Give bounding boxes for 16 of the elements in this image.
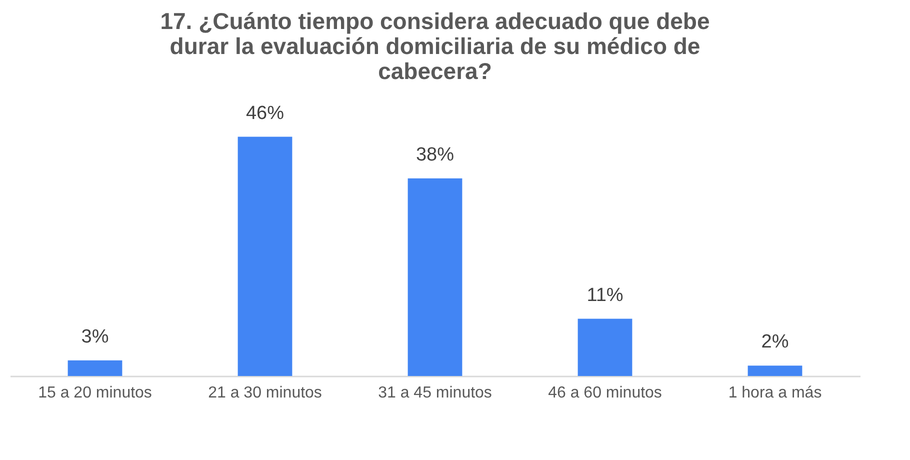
x-tick-label: 46 a 60 minutos <box>548 384 662 402</box>
bar <box>578 318 632 376</box>
x-tick-label: 31 a 45 minutos <box>378 384 492 402</box>
x-tick-label: 21 a 30 minutos <box>208 384 322 402</box>
bar <box>748 366 802 376</box>
x-tick-label: 1 hora a más <box>728 384 822 402</box>
data-label: 3% <box>81 326 109 348</box>
data-label: 2% <box>761 332 789 353</box>
chart-title: 17. ¿Cuánto tiempo considera adecuado que debe durar la evaluación domiciliaria de su médico de cabecera? <box>160 8 710 84</box>
data-label: 38% <box>416 144 454 166</box>
bar <box>68 360 122 376</box>
bar <box>408 178 462 376</box>
bar <box>238 136 292 376</box>
x-tick-label: 15 a 20 minutos <box>38 384 152 402</box>
data-label: 46% <box>246 102 284 124</box>
data-label: 11% <box>586 284 624 306</box>
